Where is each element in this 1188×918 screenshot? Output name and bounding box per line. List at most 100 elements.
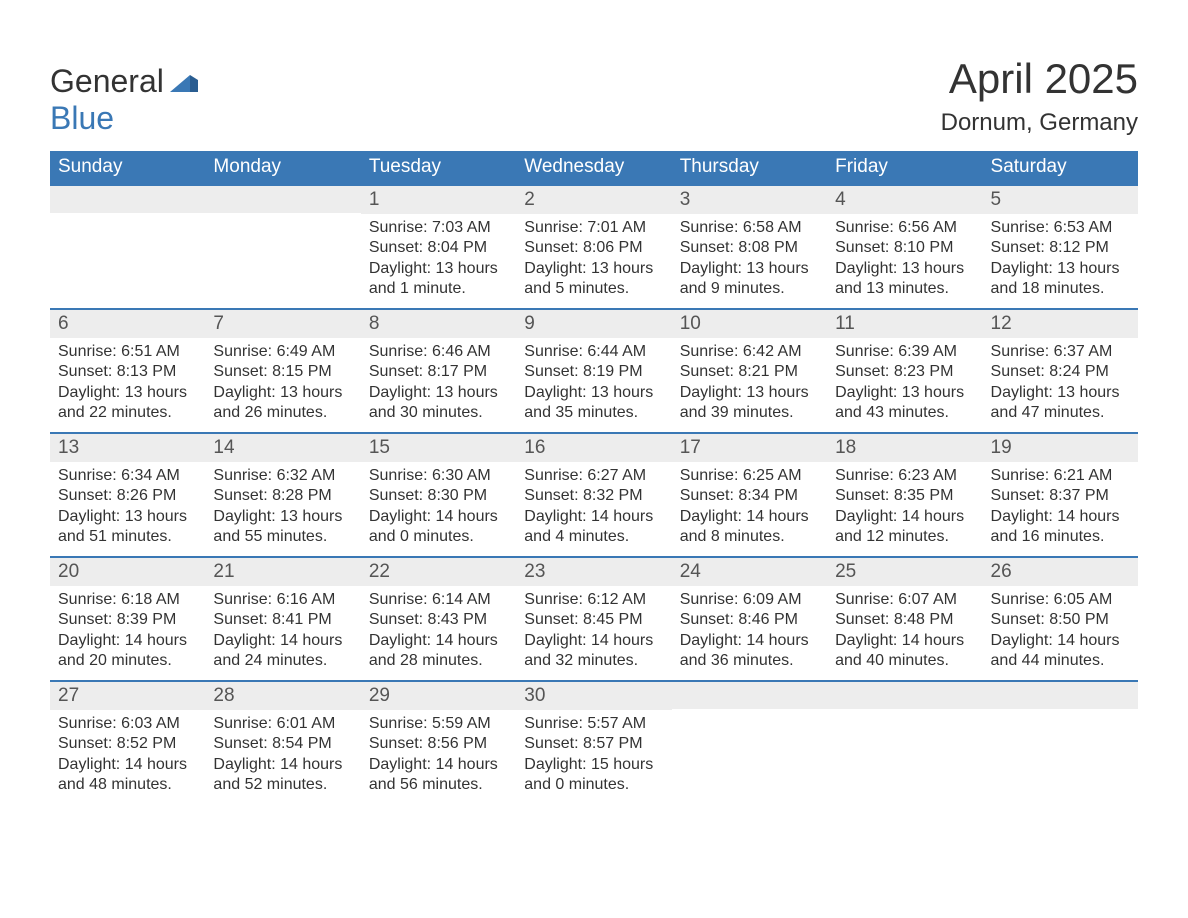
day-body: Sunrise: 6:01 AMSunset: 8:54 PMDaylight:… — [205, 710, 360, 804]
sunset-line: Sunset: 8:23 PM — [835, 362, 974, 382]
day-cell: 8Sunrise: 6:46 AMSunset: 8:17 PMDaylight… — [361, 310, 516, 432]
daylight-line-1: Daylight: 14 hours — [835, 631, 974, 651]
day-cell: 11Sunrise: 6:39 AMSunset: 8:23 PMDayligh… — [827, 310, 982, 432]
daylight-line-2: and 43 minutes. — [835, 403, 974, 423]
week-row: 20Sunrise: 6:18 AMSunset: 8:39 PMDayligh… — [50, 556, 1138, 680]
day-number: 28 — [205, 682, 360, 710]
sunset-line: Sunset: 8:24 PM — [991, 362, 1130, 382]
daylight-line-2: and 30 minutes. — [369, 403, 508, 423]
day-number: 7 — [205, 310, 360, 338]
sunset-line: Sunset: 8:35 PM — [835, 486, 974, 506]
sunset-line: Sunset: 8:48 PM — [835, 610, 974, 630]
location-text: Dornum, Germany — [941, 109, 1138, 137]
day-cell: 5Sunrise: 6:53 AMSunset: 8:12 PMDaylight… — [983, 186, 1138, 308]
logo-text-blue: Blue — [50, 100, 114, 136]
daylight-line-2: and 0 minutes. — [369, 527, 508, 547]
daylight-line-1: Daylight: 13 hours — [524, 383, 663, 403]
daylight-line-2: and 36 minutes. — [680, 651, 819, 671]
day-number: 14 — [205, 434, 360, 462]
sunrise-line: Sunrise: 6:16 AM — [213, 590, 352, 610]
day-cell: 7Sunrise: 6:49 AMSunset: 8:15 PMDaylight… — [205, 310, 360, 432]
sunset-line: Sunset: 8:52 PM — [58, 734, 197, 754]
day-cell: 18Sunrise: 6:23 AMSunset: 8:35 PMDayligh… — [827, 434, 982, 556]
sunrise-line: Sunrise: 6:27 AM — [524, 466, 663, 486]
daylight-line-2: and 44 minutes. — [991, 651, 1130, 671]
day-number: 30 — [516, 682, 671, 710]
week-row: 27 Sunrise: 6:03 AMSunset: 8:52 PM Dayligh… — [50, 680, 1138, 804]
day-number: 24 — [672, 558, 827, 586]
sunrise-line: Sunrise: 6:21 AM — [991, 466, 1130, 486]
sunrise-line: Sunrise: 6:18 AM — [58, 590, 197, 610]
daylight-line-1: Daylight: 15 hours — [524, 755, 663, 775]
sunrise-line: Sunrise: 6:49 AM — [213, 342, 352, 362]
day-number: 3 — [672, 186, 827, 214]
sunset-line: Sunset: 8:50 PM — [991, 610, 1130, 630]
logo: General Blue — [50, 55, 198, 137]
empty-day-strip — [50, 186, 205, 213]
day-cell: 22Sunrise: 6:14 AMSunset: 8:43 PMDayligh… — [361, 558, 516, 680]
daylight-line-2: and 51 minutes. — [58, 527, 197, 547]
day-cell: 2Sunrise: 7:01 AMSunset: 8:06 PMDaylight… — [516, 186, 671, 308]
day-cell: 17Sunrise: 6:25 AMSunset: 8:34 PMDayligh… — [672, 434, 827, 556]
day-number: 27 — [50, 682, 205, 710]
sunset-line: Sunset: 8:37 PM — [991, 486, 1130, 506]
day-number: 23 — [516, 558, 671, 586]
sunrise-line: Sunrise: 6:34 AM — [58, 466, 197, 486]
sunrise-line: Sunrise: 6:58 AM — [680, 218, 819, 238]
day-body: Sunrise: 6:53 AMSunset: 8:12 PMDaylight:… — [983, 214, 1138, 308]
daylight-line-1: Daylight: 14 hours — [213, 631, 352, 651]
day-number: 1 — [361, 186, 516, 214]
sunrise-line: Sunrise: 6:12 AM — [524, 590, 663, 610]
weekday-header-cell: Saturday — [983, 151, 1138, 184]
weekday-header-row: SundayMondayTuesdayWednesdayThursdayFrid… — [50, 151, 1138, 184]
daylight-line-2: and 18 minutes. — [991, 279, 1130, 299]
day-body: Sunrise: 6:51 AMSunset: 8:13 PMDaylight:… — [50, 338, 205, 432]
sunrise-line: Sunrise: 6:09 AM — [680, 590, 819, 610]
day-body: Sunrise: 6:09 AMSunset: 8:46 PMDaylight:… — [672, 586, 827, 680]
sunrise-line: Sunrise: 6:03 AM — [58, 714, 197, 734]
daylight-line-2: and 20 minutes. — [58, 651, 197, 671]
daylight-line-1: Daylight: 13 hours — [835, 383, 974, 403]
weekday-header-cell: Wednesday — [516, 151, 671, 184]
daylight-line-2: and 24 minutes. — [213, 651, 352, 671]
day-body: Sunrise: 6:44 AMSunset: 8:19 PMDaylight:… — [516, 338, 671, 432]
day-cell: 3Sunrise: 6:58 AMSunset: 8:08 PMDaylight… — [672, 186, 827, 308]
sunset-line: Sunset: 8:19 PM — [524, 362, 663, 382]
day-body: Sunrise: 6:46 AMSunset: 8:17 PMDaylight:… — [361, 338, 516, 432]
day-number: 19 — [983, 434, 1138, 462]
weekday-header-cell: Monday — [205, 151, 360, 184]
day-number: 2 — [516, 186, 671, 214]
sunrise-line: Sunrise: 6:07 AM — [835, 590, 974, 610]
day-cell — [672, 682, 827, 804]
day-cell: 23Sunrise: 6:12 AMSunset: 8:45 PMDayligh… — [516, 558, 671, 680]
day-body: Sunrise: 6:25 AMSunset: 8:34 PMDaylight:… — [672, 462, 827, 556]
sunrise-line: Sunrise: 6:23 AM — [835, 466, 974, 486]
daylight-line-1: Daylight: 14 hours — [524, 631, 663, 651]
day-number: 13 — [50, 434, 205, 462]
daylight-line-1: Daylight: 13 hours — [680, 383, 819, 403]
daylight-line-2: and 4 minutes. — [524, 527, 663, 547]
sunset-line: Sunset: 8:32 PM — [524, 486, 663, 506]
weekday-header-cell: Sunday — [50, 151, 205, 184]
logo-text-block: General Blue — [50, 63, 198, 137]
daylight-line-1: Daylight: 13 hours — [991, 383, 1130, 403]
day-number: 20 — [50, 558, 205, 586]
sunset-line: Sunset: 8:10 PM — [835, 238, 974, 258]
logo-text-general: General — [50, 63, 164, 99]
day-cell: 9Sunrise: 6:44 AMSunset: 8:19 PMDaylight… — [516, 310, 671, 432]
day-number: 22 — [361, 558, 516, 586]
day-body: Sunrise: 6:07 AMSunset: 8:48 PMDaylight:… — [827, 586, 982, 680]
sunrise-line: Sunrise: 6:05 AM — [991, 590, 1130, 610]
sunrise-line: Sunrise: 6:37 AM — [991, 342, 1130, 362]
sunrise-line: Sunrise: 6:25 AM — [680, 466, 819, 486]
sunrise-line: Sunrise: 6:39 AM — [835, 342, 974, 362]
day-number: 29 — [361, 682, 516, 710]
week-row: 6Sunrise: 6:51 AMSunset: 8:13 PMDaylight… — [50, 308, 1138, 432]
sunset-line: Sunset: 8:21 PM — [680, 362, 819, 382]
empty-day-strip — [983, 682, 1138, 709]
day-cell: 4Sunrise: 6:56 AMSunset: 8:10 PMDaylight… — [827, 186, 982, 308]
daylight-line-1: Daylight: 14 hours — [369, 507, 508, 527]
sunrise-line: Sunrise: 6:56 AM — [835, 218, 974, 238]
weekday-header-cell: Tuesday — [361, 151, 516, 184]
sunset-line: Sunset: 8:17 PM — [369, 362, 508, 382]
